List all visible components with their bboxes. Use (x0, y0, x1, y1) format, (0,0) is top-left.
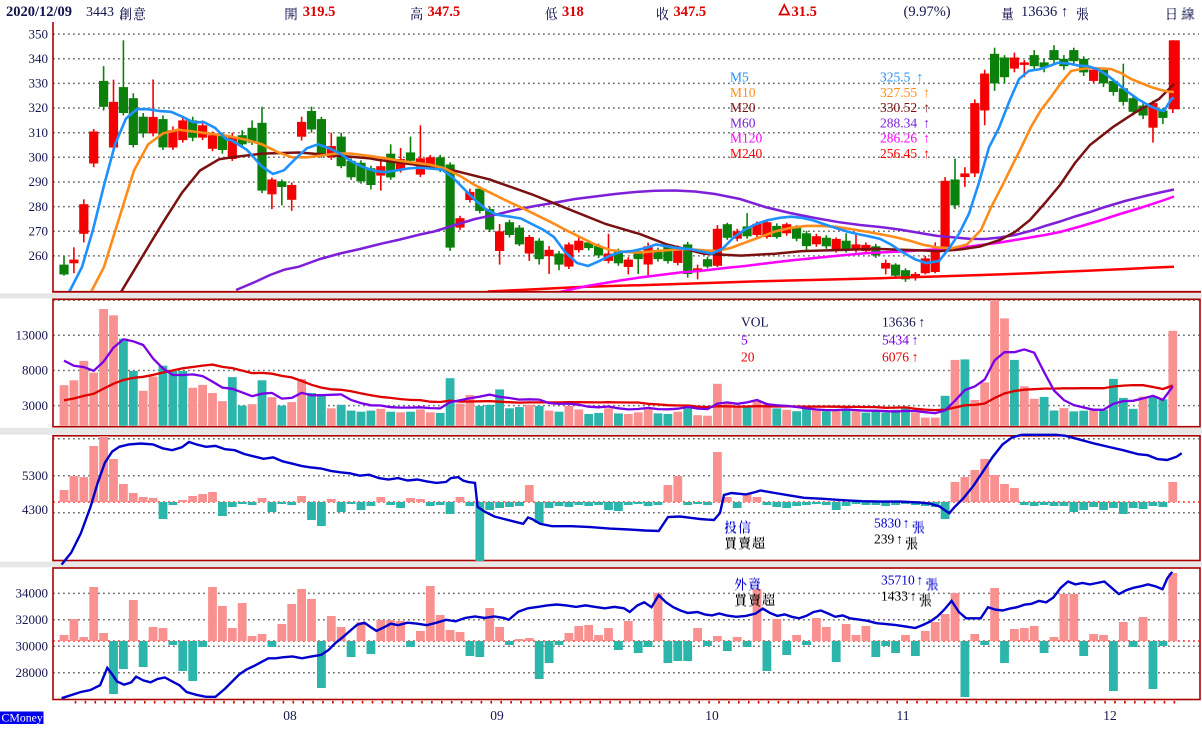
svg-text:08: 08 (283, 708, 297, 723)
svg-text:M120: M120 (730, 131, 763, 146)
svg-text:318: 318 (562, 4, 584, 20)
svg-text:347.5: 347.5 (674, 4, 707, 20)
svg-text:325.5: 325.5 (880, 70, 911, 85)
svg-text:340: 340 (29, 51, 49, 66)
svg-text:270: 270 (29, 224, 49, 239)
svg-text:290: 290 (29, 174, 49, 189)
svg-text:4300: 4300 (22, 502, 48, 517)
svg-text:↑: ↑ (912, 350, 919, 365)
svg-text:30000: 30000 (16, 639, 49, 654)
svg-text:1433: 1433 (881, 589, 908, 604)
svg-text:280: 280 (29, 199, 49, 214)
svg-text:↑: ↑ (923, 85, 930, 100)
svg-text:↑: ↑ (896, 532, 903, 547)
svg-text:↑: ↑ (910, 589, 917, 604)
svg-text:6076: 6076 (882, 350, 909, 365)
svg-text:32000: 32000 (16, 612, 49, 627)
svg-text:310: 310 (29, 125, 49, 140)
svg-text:8000: 8000 (22, 363, 48, 378)
svg-text:327.55: 327.55 (880, 85, 917, 100)
svg-text:28000: 28000 (16, 665, 49, 680)
svg-text:M240: M240 (730, 146, 763, 161)
svg-text:34000: 34000 (16, 586, 49, 601)
svg-text:12: 12 (1103, 708, 1117, 723)
svg-text:3000: 3000 (22, 398, 48, 413)
svg-text:320: 320 (29, 100, 49, 115)
svg-text:31.5: 31.5 (792, 4, 817, 20)
svg-text:288.34: 288.34 (880, 115, 917, 130)
svg-text:↑: ↑ (912, 333, 919, 348)
svg-text:2020/12/09: 2020/12/09 (6, 4, 72, 20)
svg-text:239: 239 (874, 532, 895, 547)
svg-text:300: 300 (29, 150, 49, 165)
svg-text:M5: M5 (730, 70, 749, 85)
svg-text:M10: M10 (730, 85, 756, 100)
svg-text:↑: ↑ (903, 516, 910, 531)
svg-text:347.5: 347.5 (428, 4, 461, 20)
svg-text:319.5: 319.5 (303, 4, 336, 20)
svg-text:260: 260 (29, 248, 49, 263)
svg-text:3443: 3443 (86, 5, 114, 20)
svg-text:13000: 13000 (16, 328, 49, 343)
svg-text:↑: ↑ (923, 131, 930, 146)
svg-text:286.26: 286.26 (880, 131, 917, 146)
svg-text:13636: 13636 (882, 315, 916, 330)
svg-text:330.52: 330.52 (880, 100, 917, 115)
svg-text:↑: ↑ (917, 573, 924, 588)
svg-text:13636: 13636 (1021, 4, 1057, 20)
svg-text:5434: 5434 (882, 333, 909, 348)
svg-text:M60: M60 (730, 115, 756, 130)
svg-text:09: 09 (490, 708, 504, 723)
svg-text:10: 10 (705, 708, 719, 723)
svg-text:↑: ↑ (917, 70, 924, 85)
svg-text:330: 330 (29, 76, 49, 91)
svg-text:↑: ↑ (923, 100, 930, 115)
svg-text:20: 20 (741, 350, 755, 365)
svg-text:CMoney: CMoney (2, 710, 43, 724)
svg-text:35710: 35710 (881, 573, 915, 588)
svg-text:256.45: 256.45 (880, 146, 917, 161)
svg-text:VOL: VOL (741, 315, 769, 330)
svg-text:(9.97%): (9.97%) (904, 4, 951, 20)
svg-text:5830: 5830 (874, 516, 901, 531)
svg-text:M20: M20 (730, 100, 756, 115)
svg-text:↑: ↑ (923, 146, 930, 161)
svg-text:350: 350 (29, 26, 49, 41)
svg-text:↑: ↑ (923, 115, 930, 130)
svg-text:11: 11 (897, 708, 910, 723)
svg-text:5: 5 (741, 333, 748, 348)
svg-text:↑: ↑ (919, 315, 926, 330)
svg-text:↑: ↑ (1061, 4, 1068, 20)
svg-text:5300: 5300 (22, 468, 48, 483)
